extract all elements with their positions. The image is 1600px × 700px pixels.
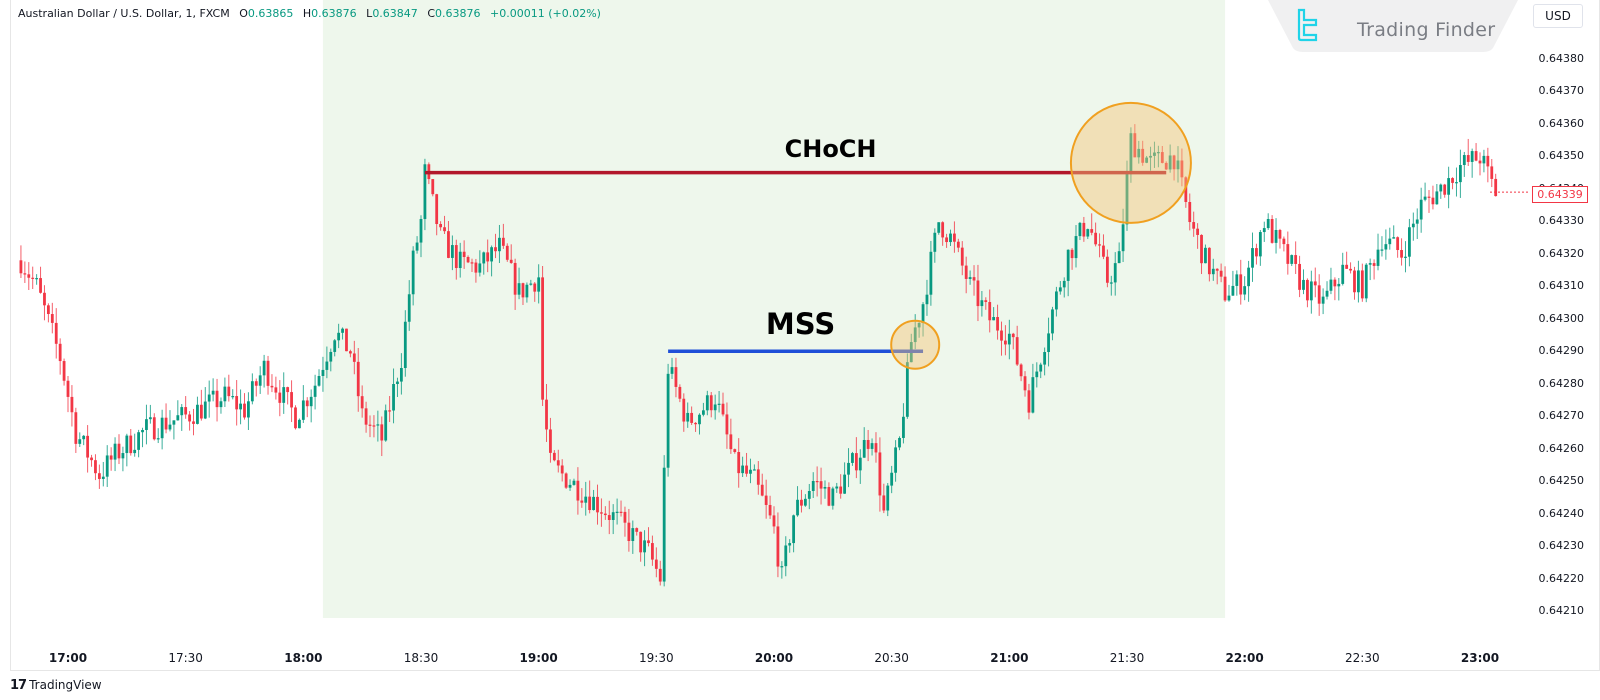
price-tick: 0.64350 <box>1538 149 1585 163</box>
price-tick: 0.64220 <box>1538 571 1585 585</box>
price-tick: 0.64290 <box>1538 344 1585 358</box>
time-tick: 20:00 <box>754 651 794 665</box>
price-tick: 0.64310 <box>1538 279 1585 293</box>
tradingview-logo: 17 TradingView <box>10 678 102 693</box>
mss-annotation-label: MSS <box>765 307 836 342</box>
price-tick: 0.64380 <box>1538 52 1585 65</box>
price-tick: 0.64320 <box>1538 246 1585 260</box>
time-tick: 20:30 <box>874 651 909 665</box>
time-tick: 22:30 <box>1345 651 1380 665</box>
highlight-circle <box>890 319 941 370</box>
time-tick: 22:00 <box>1225 651 1264 665</box>
open-value: 0.63865 <box>247 7 294 20</box>
symbol-legend: Australian Dollar / U.S. Dollar, 1, FXCM… <box>18 7 601 20</box>
price-tick: 0.64240 <box>1538 506 1585 520</box>
time-tick: 19:30 <box>639 651 674 665</box>
time-tick: 18:30 <box>403 651 439 665</box>
choch-annotation-label: CHoCH <box>784 134 877 163</box>
price-tick: 0.64330 <box>1538 214 1585 228</box>
price-tick: 0.64270 <box>1538 409 1585 423</box>
trading-finder-watermark: Trading Finder <box>1357 19 1496 41</box>
price-tick: 0.64260 <box>1538 441 1585 455</box>
low-value: 0.63847 <box>372 7 418 20</box>
price-tick: 0.64370 <box>1538 84 1585 98</box>
time-tick: 21:30 <box>1109 651 1145 665</box>
price-tick: 0.64230 <box>1538 539 1585 553</box>
close-value: 0.63876 <box>435 7 481 20</box>
trading-finder-banner <box>1268 0 1518 52</box>
time-tick: 23:00 <box>1460 651 1500 665</box>
price-tick: 0.64300 <box>1538 311 1585 325</box>
symbol-name: Australian Dollar / U.S. Dollar, 1, FXCM <box>18 7 230 20</box>
price-tick: 0.64360 <box>1538 116 1585 130</box>
trading-finder-logo-icon <box>1297 8 1318 42</box>
price-tick: 0.64280 <box>1538 376 1585 390</box>
highlight-circle <box>1069 101 1192 224</box>
change-value: +0.00011 (+0.02%) <box>490 7 601 20</box>
high-value: 0.63876 <box>311 7 357 20</box>
last-price-label: 0.64339 <box>1532 186 1588 203</box>
time-tick: 21:00 <box>990 651 1029 665</box>
time-tick: 17:00 <box>48 651 88 665</box>
time-tick: 17:30 <box>168 651 203 665</box>
candles <box>19 124 1498 587</box>
currency-button[interactable]: USD <box>1533 4 1583 28</box>
price-tick: 0.64210 <box>1538 603 1585 617</box>
price-tick: 0.64250 <box>1538 474 1585 488</box>
time-tick: 19:00 <box>519 651 558 665</box>
tradingview-icon: 17 <box>10 678 27 693</box>
time-tick: 18:00 <box>284 651 323 665</box>
